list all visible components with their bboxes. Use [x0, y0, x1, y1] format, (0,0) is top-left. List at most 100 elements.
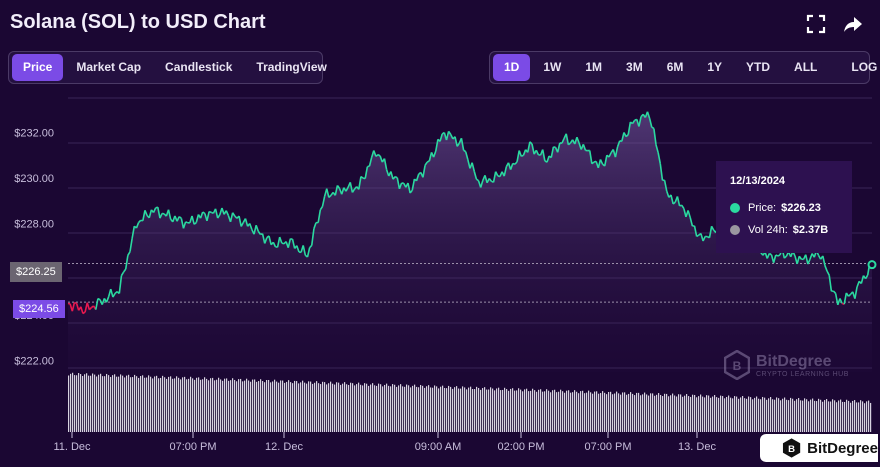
volume-bar	[596, 391, 598, 432]
volume-bar	[702, 396, 704, 432]
price-segment	[456, 142, 460, 147]
volume-bar	[322, 381, 324, 432]
volume-bar	[258, 381, 260, 432]
range-6m[interactable]: 6M	[666, 60, 684, 74]
volume-bar	[88, 375, 90, 432]
price-tooltip: 12/13/2024 Price: $226.23 Vol 24h: $2.37…	[716, 161, 852, 253]
price-segment	[631, 119, 636, 125]
volume-bar	[284, 382, 286, 432]
volume-bar	[202, 379, 204, 432]
volume-bar	[862, 401, 864, 432]
range-3m[interactable]: 3M	[626, 60, 643, 74]
volume-bar	[190, 376, 192, 432]
range-ytd[interactable]: YTD	[746, 60, 771, 74]
range-1m[interactable]: 1M	[585, 60, 603, 74]
volume-bar	[672, 393, 674, 432]
range-1y[interactable]: 1Y	[707, 60, 723, 74]
volume-bar	[352, 383, 354, 432]
price-segment	[373, 150, 377, 157]
range-1w[interactable]: 1W	[543, 60, 562, 74]
volume-bar	[860, 400, 862, 432]
volume-bar	[828, 401, 830, 432]
volume-bar	[230, 380, 232, 432]
volume-bar	[400, 384, 402, 432]
volume-bar	[650, 393, 652, 432]
volume-bar	[414, 384, 416, 432]
price-segment	[231, 212, 236, 217]
volume-bar	[492, 388, 494, 432]
tab-price[interactable]: Price	[12, 54, 64, 81]
volume-bar	[714, 395, 716, 432]
volume-bar	[154, 376, 156, 432]
volume-bar	[410, 387, 412, 432]
volume-bar	[638, 392, 640, 432]
volume-bar	[784, 397, 786, 432]
price-segment	[263, 237, 268, 244]
volume-bar	[690, 396, 692, 432]
price-segment	[152, 207, 157, 213]
volume-bar	[180, 379, 182, 432]
volume-bar	[166, 378, 168, 432]
tab-tradingview[interactable]: TradingView	[256, 60, 327, 74]
price-segment	[142, 210, 146, 221]
volume-bar	[712, 396, 714, 432]
price-segment	[244, 218, 249, 227]
volume-bar	[830, 401, 832, 432]
volume-bar	[656, 394, 658, 432]
range-all[interactable]: ALL	[794, 60, 818, 74]
volume-bar	[478, 387, 480, 432]
volume-bar	[292, 383, 294, 432]
price-segment	[206, 211, 210, 222]
volume-bar	[84, 374, 86, 432]
x-tick-label: 11. Dec	[53, 441, 91, 453]
tab-candlestick[interactable]: Candlestick	[165, 60, 233, 74]
volume-bar	[178, 377, 180, 432]
volume-bar	[340, 384, 342, 432]
price-segment	[268, 235, 272, 245]
price-segment	[681, 204, 685, 209]
share-icon[interactable]	[843, 14, 863, 34]
volume-bar	[326, 384, 328, 432]
price-segment	[710, 225, 715, 231]
volume-bar	[754, 397, 756, 432]
volume-bar	[420, 384, 422, 432]
volume-bar	[614, 393, 616, 432]
price-segment	[531, 143, 535, 155]
volume-bar	[418, 387, 420, 432]
price-segment	[88, 306, 93, 311]
volume-bar	[490, 387, 492, 432]
price-segment	[422, 165, 426, 178]
volume-bar	[270, 382, 272, 432]
volume-bar	[394, 384, 396, 432]
price-segment	[582, 144, 587, 151]
volume-bar	[424, 387, 426, 432]
fullscreen-icon[interactable]	[806, 14, 826, 34]
range-1d[interactable]: 1D	[493, 54, 531, 81]
bitdegree-badge[interactable]: B BitDegree	[760, 434, 878, 462]
volume-bar	[610, 391, 612, 432]
volume-bar	[132, 377, 134, 432]
volume-bar	[502, 389, 504, 432]
volume-bar	[574, 390, 576, 432]
volume-bar	[786, 399, 788, 432]
volume-bar	[482, 388, 484, 432]
volume-bar	[198, 377, 200, 432]
price-segment	[214, 208, 219, 219]
price-segment	[520, 154, 524, 158]
price-segment	[503, 166, 508, 177]
x-axis: 11. Dec 07:00 PM 12. Dec 09:00 AM 02:00 PM 07…	[53, 432, 716, 453]
volume-bar	[156, 375, 158, 432]
volume-bar	[624, 392, 626, 432]
volume-bar	[612, 394, 614, 432]
tab-market-cap[interactable]: Market Cap	[76, 60, 142, 74]
price-segment	[512, 162, 516, 165]
volume-bar	[116, 376, 118, 432]
log-toggle[interactable]: LOG	[851, 60, 878, 74]
price-segment	[415, 173, 420, 182]
volume-bar	[328, 383, 330, 432]
price-segment	[839, 298, 843, 304]
volume-bar	[480, 389, 482, 432]
volume-bar	[378, 383, 380, 432]
volume-bar	[724, 398, 726, 432]
